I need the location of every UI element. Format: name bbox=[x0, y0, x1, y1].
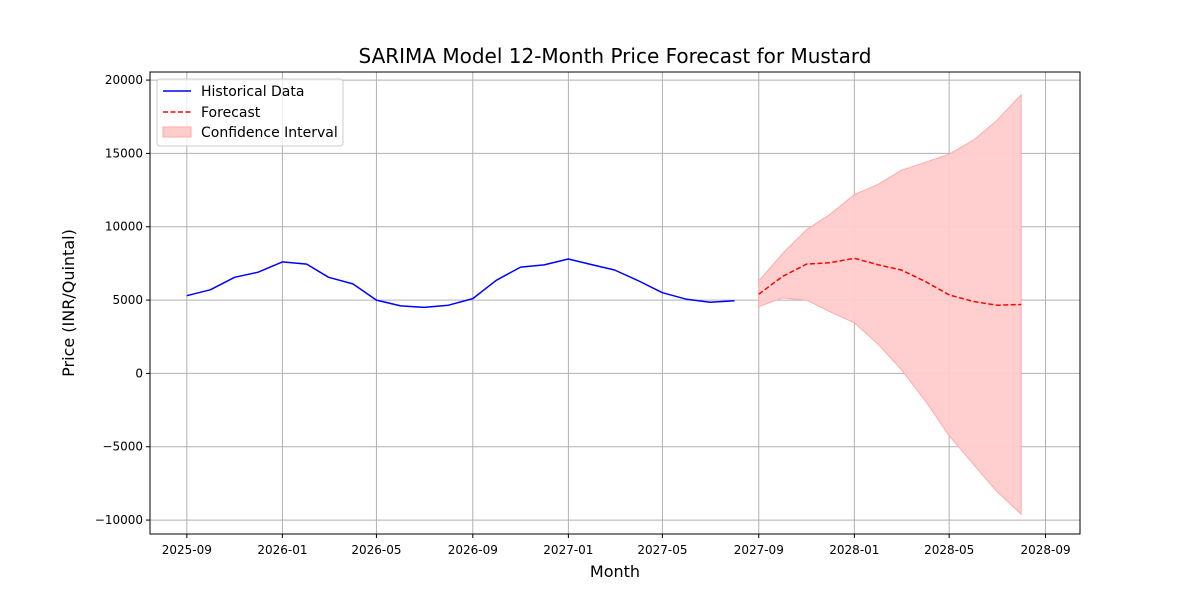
legend-label-forecast: Forecast bbox=[201, 105, 261, 121]
ticks-layer: 2025-09 2026-01 2026-05 2026-09 2027-01 2027-… bbox=[95, 73, 1071, 557]
x-tick-label: 2028-01 bbox=[829, 543, 879, 557]
y-tick-label: 0 bbox=[135, 366, 143, 380]
x-tick-label: 2026-05 bbox=[351, 543, 401, 557]
x-tick-label: 2028-09 bbox=[1020, 543, 1070, 557]
confidence-band bbox=[758, 93, 1022, 516]
historical-line bbox=[186, 258, 735, 309]
y-tick-label: 5000 bbox=[112, 293, 143, 307]
plot-frame bbox=[149, 71, 1081, 535]
y-tick-label: 15000 bbox=[105, 146, 143, 160]
chart-title: SARIMA Model 12-Month Price Forecast for… bbox=[359, 44, 872, 68]
legend-swatch-confidence bbox=[162, 126, 192, 138]
y-axis-label: Price (INR/Quintal) bbox=[59, 229, 78, 377]
x-axis-label: Month bbox=[590, 562, 640, 581]
y-tick-label: −10000 bbox=[95, 513, 143, 527]
x-tick-label: 2025-09 bbox=[162, 543, 212, 557]
y-tick-label: −5000 bbox=[102, 440, 143, 454]
x-tick-label: 2027-05 bbox=[637, 543, 687, 557]
forecast-line bbox=[758, 257, 1022, 306]
legend-box bbox=[156, 78, 344, 147]
legend-label-historical: Historical Data bbox=[201, 84, 304, 100]
y-tick-label: 20000 bbox=[105, 73, 143, 87]
x-tick-label: 2026-01 bbox=[257, 543, 307, 557]
x-tick-label: 2026-09 bbox=[448, 543, 498, 557]
x-tick-label: 2027-09 bbox=[734, 543, 784, 557]
y-tick-label: 10000 bbox=[105, 220, 143, 234]
legend: Historical Data Forecast Confidence Inte… bbox=[156, 78, 344, 147]
plot-layer bbox=[186, 93, 1022, 516]
grid-layer bbox=[150, 72, 1080, 534]
x-tick-label: 2028-05 bbox=[924, 543, 974, 557]
x-tick-label: 2027-01 bbox=[543, 543, 593, 557]
legend-label-confidence: Confidence Interval bbox=[201, 125, 338, 141]
